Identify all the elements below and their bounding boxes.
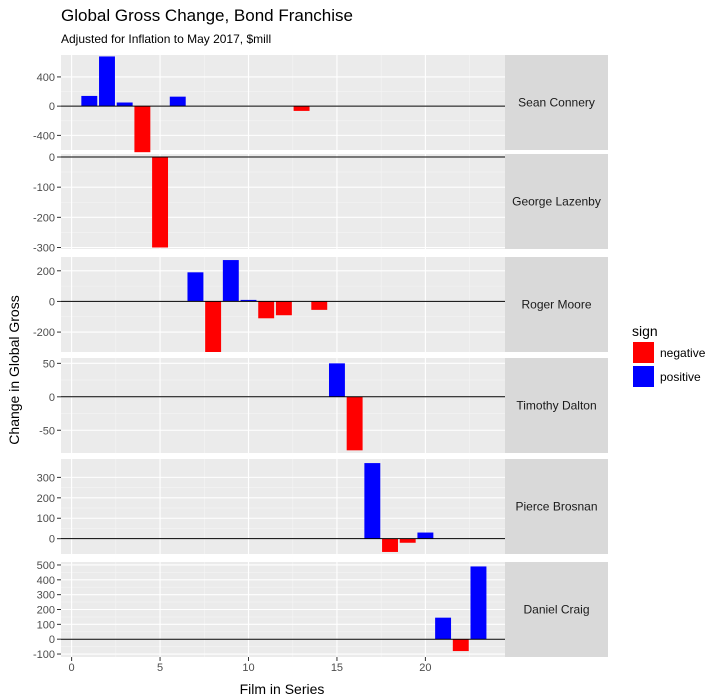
y-tick-label: 200	[37, 493, 55, 505]
y-tick-label: 100	[37, 513, 55, 525]
facet-panel-roger-moore: -200 0 200 Roger Moore	[33, 257, 608, 352]
facet-strip-timothy-dalton	[505, 358, 608, 453]
y-tick-label: 400	[37, 575, 55, 587]
chart-title: Global Gross Change, Bond Franchise	[61, 6, 353, 25]
facet-strip-daniel-craig	[505, 562, 608, 657]
y-tick-label: -100	[33, 182, 55, 194]
x-tick-label: 20	[419, 662, 431, 674]
bar-film-9	[222, 260, 239, 302]
facet-label-daniel-craig: Daniel Craig	[523, 603, 589, 617]
facet-panel-timothy-dalton: -50 0 50 Timothy Dalton	[39, 358, 608, 453]
y-tick-label: -200	[33, 212, 55, 224]
y-tick-label: 0	[49, 101, 55, 113]
x-tick-label: 0	[69, 662, 75, 674]
bar-film-12	[275, 301, 292, 316]
x-axis-title: Film in Series	[240, 681, 325, 697]
bar-film-8	[205, 301, 222, 352]
bar-film-22	[452, 639, 469, 652]
facet-panels: -400 0 400 Sean Connery -300 -200 -100 0 George …	[33, 55, 608, 661]
bar-film-16	[346, 396, 363, 451]
facet-label-sean-connery: Sean Connery	[518, 96, 595, 110]
bar-film-4	[134, 106, 151, 153]
y-tick-label: 200	[37, 266, 55, 278]
y-tick-label: -400	[33, 130, 55, 142]
bar-film-14	[311, 301, 328, 310]
legend-label-positive: positive	[660, 370, 701, 384]
facet-strip-sean-connery	[505, 55, 608, 150]
y-tick-label: 0	[49, 296, 55, 308]
y-tick-label: 0	[49, 392, 55, 404]
y-tick-label: 100	[37, 619, 55, 631]
legend-swatch-negative	[633, 342, 654, 363]
bar-film-1	[81, 95, 98, 107]
bar-film-23	[470, 566, 487, 640]
facet-strip-george-lazenby	[505, 154, 608, 249]
x-axis: 0 5 10 15 20	[69, 657, 432, 674]
bar-film-17	[364, 463, 381, 539]
y-tick-label: 0	[49, 534, 55, 546]
y-tick-label: 0	[49, 152, 55, 164]
bar-film-20	[417, 532, 434, 539]
legend-label-negative: negative	[660, 346, 706, 360]
facet-panel-george-lazenby: -300 -200 -100 0 George Lazenby	[33, 152, 608, 254]
legend-title: sign	[632, 323, 658, 339]
panel-background	[61, 459, 505, 554]
y-tick-label: 400	[37, 72, 55, 84]
bar-film-21	[435, 617, 452, 640]
facet-panel-daniel-craig: -100 0 100 200 300 400 500 Daniel Craig	[33, 560, 608, 661]
bar-film-10	[240, 299, 257, 302]
facet-label-pierce-brosnan: Pierce Brosnan	[515, 500, 597, 514]
x-tick-label: 15	[331, 662, 343, 674]
facet-strip-pierce-brosnan	[505, 459, 608, 554]
bar-film-15	[328, 363, 345, 397]
y-tick-label: -200	[33, 327, 55, 339]
facet-label-timothy-dalton: Timothy Dalton	[516, 399, 596, 413]
legend-swatch-positive	[633, 366, 654, 387]
x-tick-label: 5	[157, 662, 163, 674]
facet-label-roger-moore: Roger Moore	[521, 298, 591, 312]
facet-label-george-lazenby: George Lazenby	[512, 195, 601, 209]
bar-film-13	[293, 106, 310, 111]
bar-film-6	[169, 96, 186, 107]
bar-film-7	[187, 272, 204, 302]
y-tick-label: 50	[43, 358, 55, 370]
facet-panel-pierce-brosnan: 0 100 200 300 Pierce Brosnan	[37, 459, 608, 554]
bar-film-2	[99, 56, 115, 107]
bar-film-19	[399, 538, 416, 543]
y-tick-label: -100	[33, 649, 55, 661]
y-tick-label: 500	[37, 560, 55, 572]
y-tick-label: 200	[37, 605, 55, 617]
legend: sign negative positive	[632, 323, 706, 387]
bar-film-11	[258, 301, 275, 319]
x-tick-label: 10	[242, 662, 254, 674]
facet-strip-roger-moore	[505, 257, 608, 352]
panel-background	[61, 154, 505, 249]
y-tick-label: 300	[37, 472, 55, 484]
y-tick-label: -50	[39, 425, 55, 437]
y-axis-title: Change in Global Gross	[6, 295, 22, 444]
y-tick-label: -300	[33, 242, 55, 254]
bar-film-5	[152, 157, 169, 248]
bar-film-3	[116, 102, 133, 107]
chart-subtitle: Adjusted for Inflation to May 2017, $mil…	[61, 32, 272, 46]
panel-background	[61, 358, 505, 453]
y-tick-label: 300	[37, 590, 55, 602]
facet-panel-sean-connery: -400 0 400 Sean Connery	[33, 55, 608, 153]
y-tick-label: 0	[49, 634, 55, 646]
bar-film-18	[382, 538, 398, 552]
